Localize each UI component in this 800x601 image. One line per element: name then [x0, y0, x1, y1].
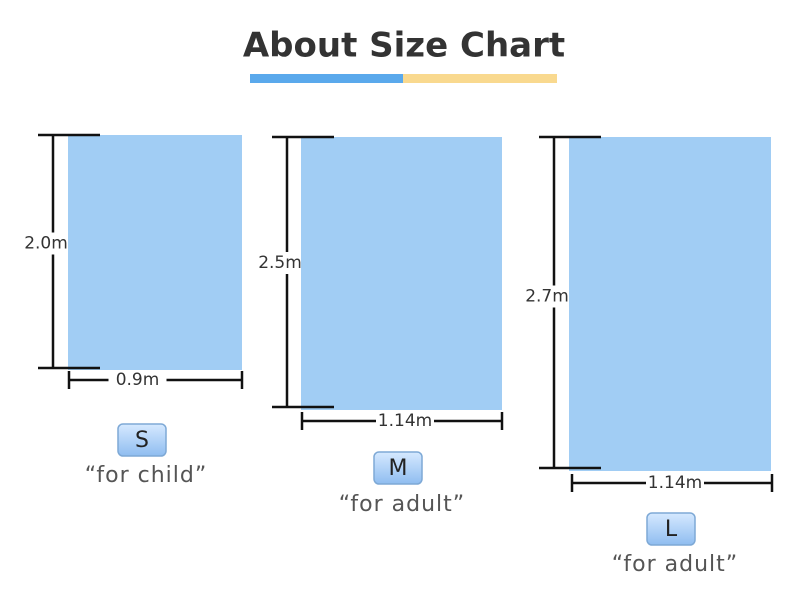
height-label-bg	[524, 285, 568, 308]
size-note: “for adult”	[339, 492, 465, 517]
width-label: 1.14m	[378, 411, 432, 431]
title-underline-yellow	[403, 74, 557, 83]
height-label: 2.5m	[258, 253, 302, 273]
title-underline-blue	[250, 74, 403, 83]
size-note: “for adult”	[612, 552, 738, 577]
height-label: 2.7m	[525, 287, 569, 307]
size-badge	[117, 423, 167, 457]
size-note: “for child”	[85, 463, 207, 488]
title: About Size Chart	[243, 26, 565, 66]
size-label: M	[389, 456, 408, 481]
height-label-bg	[23, 232, 67, 255]
size-badge	[646, 512, 696, 546]
size-area	[569, 137, 771, 471]
width-label-bg	[108, 370, 167, 390]
size-label: L	[665, 517, 678, 542]
size-area	[68, 135, 242, 370]
width-label: 0.9m	[116, 370, 160, 390]
width-label: 1.14m	[648, 473, 702, 493]
size-badge	[373, 451, 423, 485]
height-label: 2.0m	[24, 234, 68, 254]
size-label: S	[135, 428, 149, 453]
size-area	[301, 137, 502, 410]
width-label-bg	[376, 411, 434, 431]
height-label-bg	[257, 252, 301, 274]
width-label-bg	[646, 473, 704, 493]
